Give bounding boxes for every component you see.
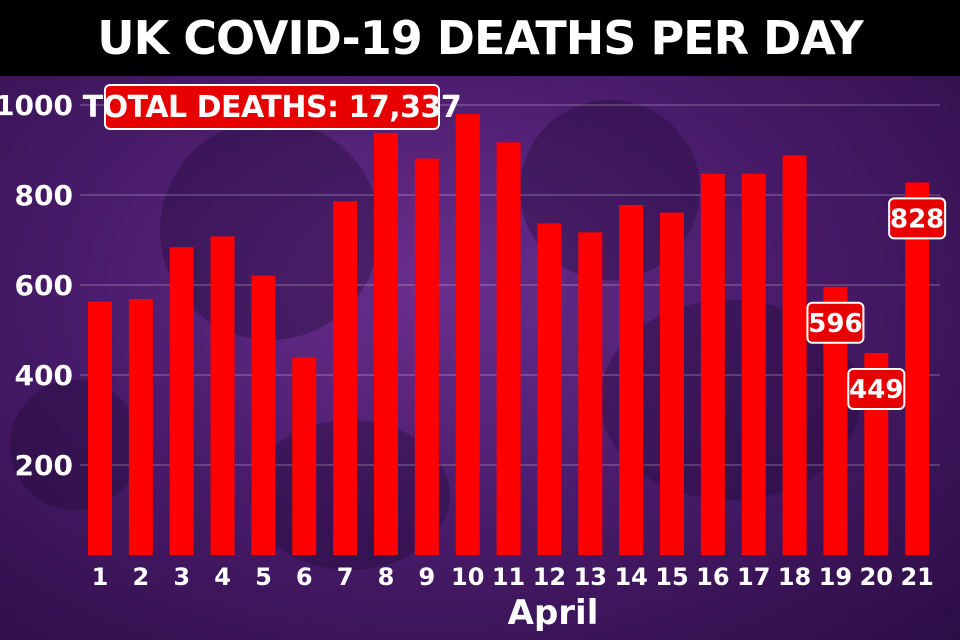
bars [88,114,930,556]
bar-1 [88,301,112,555]
data-label-19: 596 [806,301,865,344]
data-label-box [847,367,906,410]
background-virus-shape [10,380,140,510]
bar-12 [537,223,562,555]
x-tick-label: 8 [378,563,395,591]
total-deaths-badge: TOTAL DEATHS: 17,337 [83,84,462,130]
y-tick-label: 400 [15,359,73,392]
x-tick-label: 18 [778,563,811,591]
x-tick-label: 11 [492,563,525,591]
bar-11 [496,142,521,555]
data-labels: 596 449 828 [806,197,947,410]
x-axis-label: April [508,593,599,633]
x-tick-label: 9 [419,563,436,591]
x-tick-label: 7 [337,563,354,591]
x-tick-label: 5 [255,563,272,591]
bar-18 [782,155,807,555]
x-tick-label: 3 [173,563,190,591]
data-label-20: 449 [847,367,906,410]
bar-14 [619,204,644,555]
data-label-text: 828 [890,204,944,234]
x-tick-label: 17 [737,563,770,591]
bar-10 [455,114,480,555]
x-tick-label: 13 [574,563,607,591]
x-tick-label: 6 [296,563,313,591]
total-deaths-label: TOTAL DEATHS: 17,337 [82,89,462,125]
x-tick-label: 10 [451,563,484,591]
data-label-text: 449 [849,375,903,405]
bar-4 [210,236,235,555]
x-tick-label: 21 [900,563,933,591]
chart-title: UK COVID-19 DEATHS PER DAY [97,11,863,65]
bar-13 [578,232,603,555]
bar-6 [292,357,317,555]
y-tick-label: 600 [15,269,73,302]
x-tick-label: 1 [92,563,109,591]
y-tick-label: 200 [15,449,73,482]
data-label-text: 596 [808,309,862,339]
bar-15 [660,212,684,556]
bar-8 [374,132,398,555]
bar-5 [251,275,276,555]
bar-3 [169,247,194,555]
data-label-21: 828 [888,197,947,240]
bar-9 [414,158,439,556]
x-tick-label: 2 [133,563,150,591]
x-axis-ticks: 1 2 3 4 5 6 7 8 9 10 11 12 13 14 15 16 17 18 19 20 21 [92,563,934,591]
x-tick-label: 15 [655,563,688,591]
bar-21 [905,182,930,555]
title-bar: UK COVID-19 DEATHS PER DAY [0,0,960,76]
data-label-box [806,301,865,344]
x-tick-label: 20 [860,563,893,591]
y-tick-label: 1000 [0,89,73,122]
x-tick-label: 4 [214,563,231,591]
bar-16 [700,173,725,555]
bar-17 [741,173,766,555]
y-axis-ticks: 200 400 600 800 1000 [0,89,73,482]
bar-7 [333,201,358,556]
x-tick-label: 14 [614,563,647,591]
x-tick-label: 19 [819,563,852,591]
bar-2 [128,298,153,555]
x-tick-label: 12 [533,563,566,591]
data-label-box [888,197,947,240]
x-tick-label: 16 [696,563,729,591]
y-tick-label: 800 [15,179,73,212]
